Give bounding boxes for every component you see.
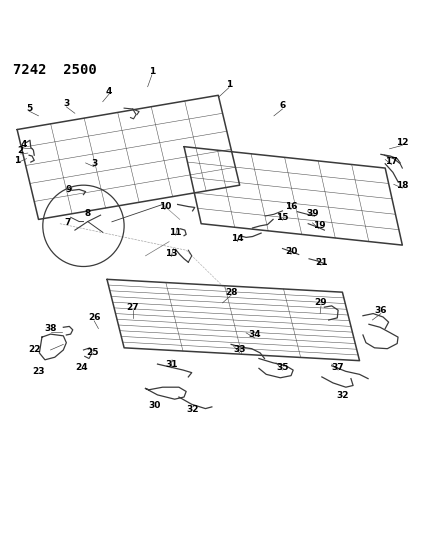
Text: 16: 16 xyxy=(285,202,297,211)
Text: 15: 15 xyxy=(276,213,289,222)
Text: 34: 34 xyxy=(248,330,261,340)
Text: 35: 35 xyxy=(276,362,289,372)
Text: 38: 38 xyxy=(44,324,57,333)
Text: 25: 25 xyxy=(86,349,98,358)
Text: 6: 6 xyxy=(279,101,285,110)
Text: 5: 5 xyxy=(26,103,32,112)
Text: 30: 30 xyxy=(148,401,160,410)
Text: 26: 26 xyxy=(88,313,101,322)
Text: 1: 1 xyxy=(14,156,20,165)
Text: 4: 4 xyxy=(106,86,112,95)
Text: 21: 21 xyxy=(315,258,327,266)
Text: 27: 27 xyxy=(126,303,139,312)
Text: 22: 22 xyxy=(28,345,41,354)
Text: 2: 2 xyxy=(18,147,24,156)
Text: 9: 9 xyxy=(65,185,71,194)
Text: 32: 32 xyxy=(336,391,349,400)
Text: 18: 18 xyxy=(396,181,409,190)
Text: 36: 36 xyxy=(374,305,387,314)
Text: 31: 31 xyxy=(165,360,178,369)
Text: 4: 4 xyxy=(21,140,27,149)
Text: 39: 39 xyxy=(306,208,319,217)
Text: 28: 28 xyxy=(225,288,238,297)
Text: 11: 11 xyxy=(169,228,182,237)
Text: 8: 8 xyxy=(85,208,91,217)
Text: 12: 12 xyxy=(396,138,409,147)
Text: 17: 17 xyxy=(385,157,398,166)
Text: 1: 1 xyxy=(149,67,155,76)
Text: 32: 32 xyxy=(186,406,199,414)
Text: 14: 14 xyxy=(231,234,244,243)
Text: 3: 3 xyxy=(91,159,97,168)
Text: 7: 7 xyxy=(64,218,70,227)
Text: 13: 13 xyxy=(165,249,178,258)
Text: 29: 29 xyxy=(315,298,327,308)
Text: 24: 24 xyxy=(75,362,88,372)
Text: 19: 19 xyxy=(312,221,325,230)
Text: 33: 33 xyxy=(233,345,246,354)
Text: 20: 20 xyxy=(285,247,297,256)
Text: 37: 37 xyxy=(332,362,345,372)
Text: 3: 3 xyxy=(63,99,69,108)
Text: 7242  2500: 7242 2500 xyxy=(13,63,97,77)
Text: 23: 23 xyxy=(32,367,45,376)
Text: 10: 10 xyxy=(159,202,171,211)
Text: 1: 1 xyxy=(226,80,232,89)
